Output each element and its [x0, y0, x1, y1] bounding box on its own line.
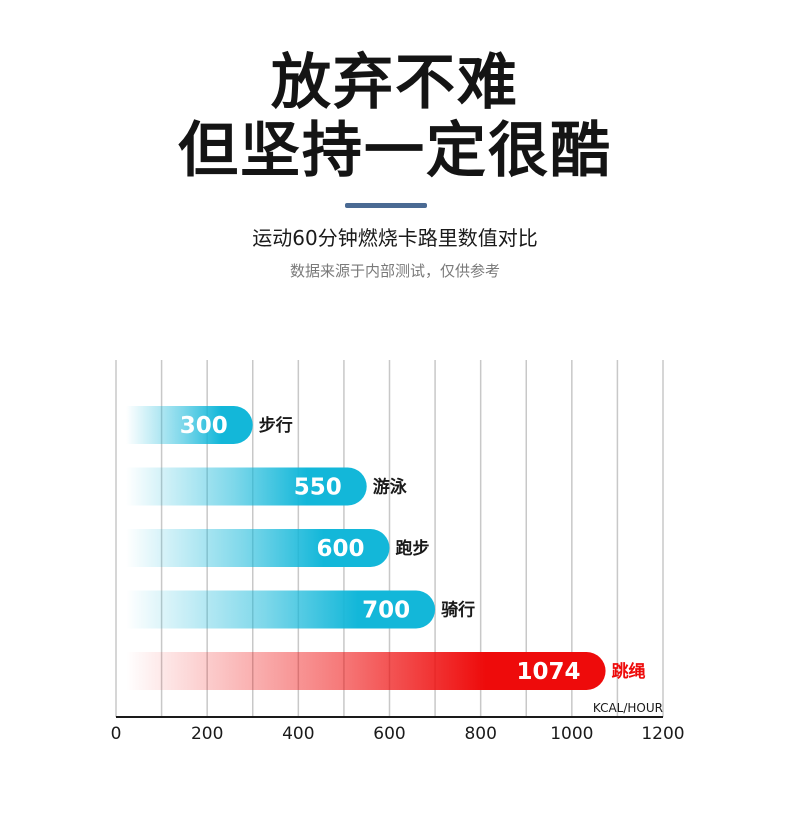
x-tick-label: 200: [191, 724, 223, 744]
title-divider: [345, 203, 427, 208]
bar: [126, 467, 367, 506]
bar-value-label: 1074: [517, 659, 581, 685]
x-tick-label: 1200: [641, 724, 684, 744]
unit-label: KCAL/HOUR: [593, 701, 663, 715]
axis-layer: KCAL/HOUR 0 200 400 600 800 1000 1200: [111, 701, 685, 744]
x-tick-label: 1000: [550, 724, 593, 744]
bar-category-label: 跳绳: [612, 661, 646, 682]
bar-value-label: 600: [316, 536, 364, 562]
chart-subtitle: 运动60分钟燃烧卡路里数值对比: [252, 226, 538, 250]
x-tick-label: 600: [373, 724, 405, 744]
bar: [126, 590, 436, 629]
bar-value-label: 550: [294, 475, 342, 501]
calorie-bar-chart: 300 步行 550 游泳 600 跑步 700 骑行 1074 跳绳 KCAL/HOUR 0 200…: [111, 360, 685, 744]
bar: [126, 652, 606, 690]
bar-layer: 300 步行 550 游泳 600 跑步 700 骑行 1074 跳绳: [126, 406, 646, 690]
bar: [126, 406, 253, 444]
data-source-note: 数据来源于内部测试，仅供参考: [289, 262, 500, 280]
bar-value-label: 300: [180, 413, 228, 439]
x-tick-label: 400: [282, 724, 314, 744]
bar-category-label: 跑步: [396, 538, 430, 559]
bar-category-label: 骑行: [441, 600, 475, 621]
x-tick-label: 0: [111, 724, 122, 744]
x-tick-label: 800: [464, 724, 496, 744]
bar-category-label: 步行: [259, 415, 293, 436]
bar-category-label: 游泳: [373, 477, 408, 498]
bar: [126, 529, 390, 567]
headline-line-1: 放弃不难: [271, 48, 519, 118]
headline-line-2: 但坚持一定很酷: [178, 116, 612, 186]
bar-value-label: 700: [362, 598, 410, 624]
